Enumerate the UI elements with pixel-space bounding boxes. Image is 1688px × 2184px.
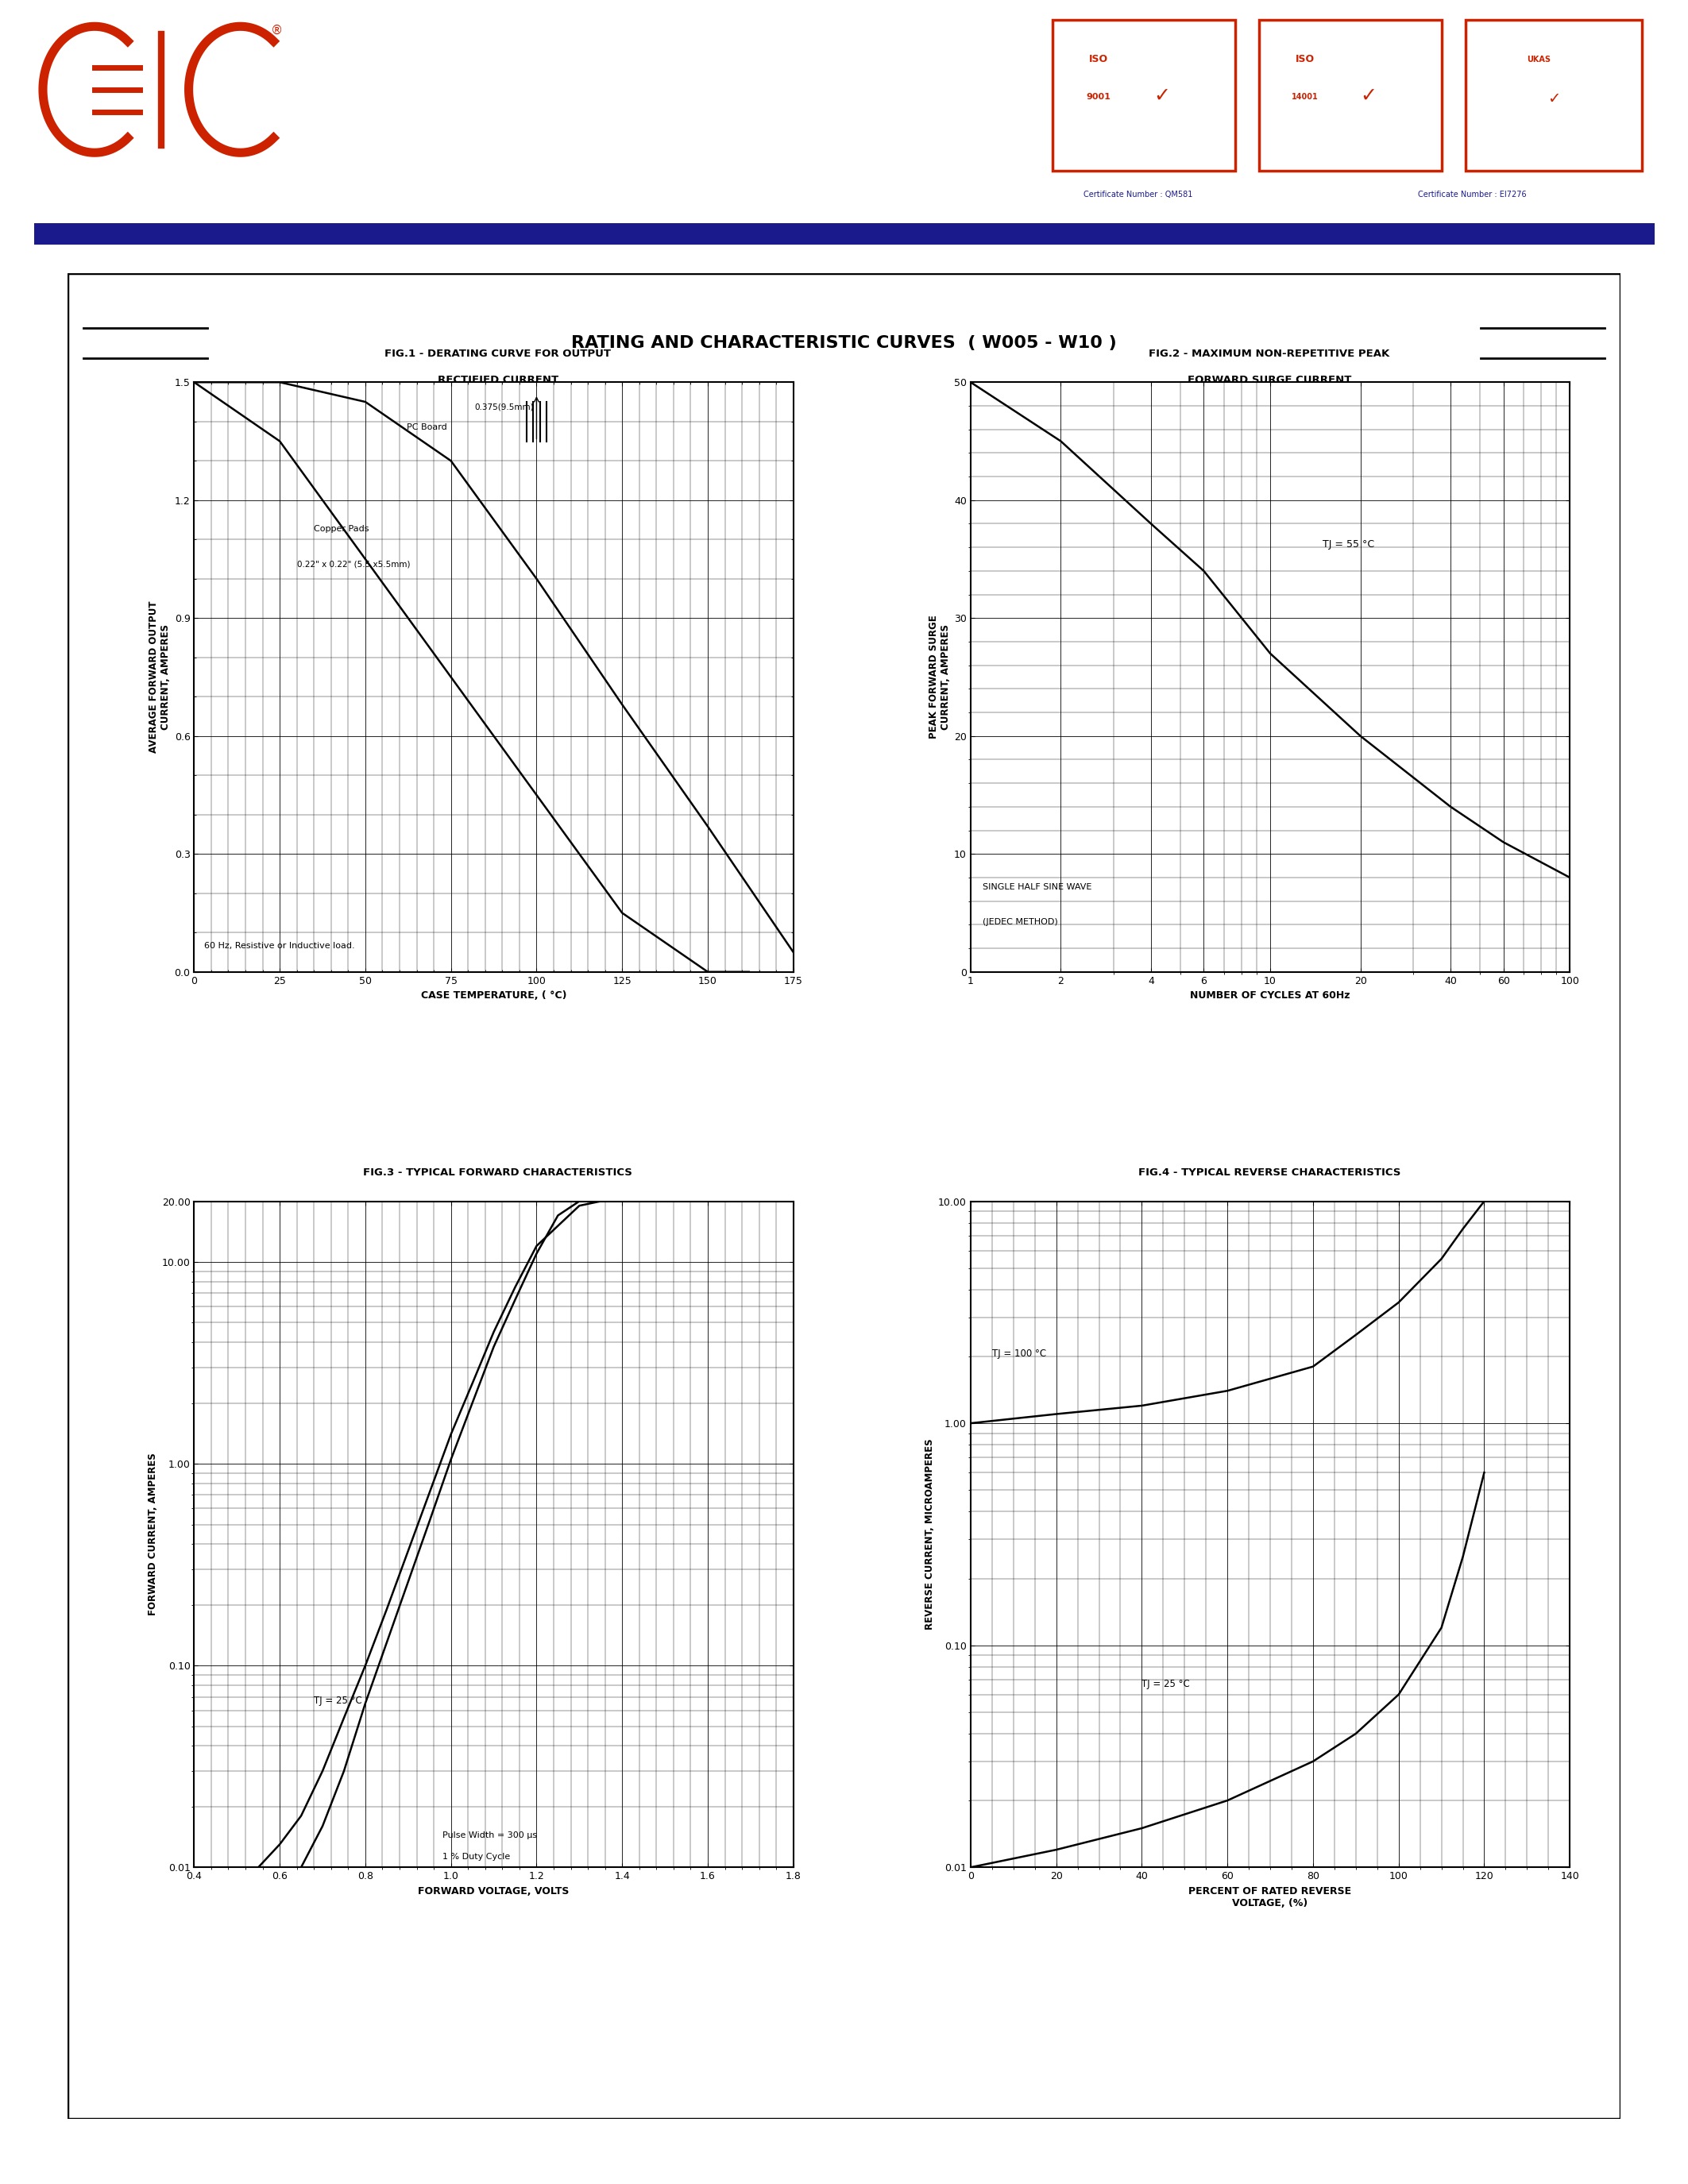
Text: TJ = 55 °C: TJ = 55 °C: [1323, 539, 1374, 550]
Text: ISO: ISO: [1295, 55, 1315, 63]
Text: RECTIFIED CURRENT: RECTIFIED CURRENT: [437, 376, 559, 384]
X-axis label: FORWARD VOLTAGE, VOLTS: FORWARD VOLTAGE, VOLTS: [419, 1887, 569, 1896]
Text: ✓: ✓: [1361, 85, 1377, 105]
Text: FIG.3 - TYPICAL FORWARD CHARACTERISTICS: FIG.3 - TYPICAL FORWARD CHARACTERISTICS: [363, 1168, 633, 1177]
Text: 1 % Duty Cycle: 1 % Duty Cycle: [442, 1852, 510, 1861]
Text: TJ = 100 °C: TJ = 100 °C: [993, 1348, 1047, 1358]
Text: 14001: 14001: [1291, 94, 1318, 100]
Y-axis label: FORWARD CURRENT, AMPERES: FORWARD CURRENT, AMPERES: [149, 1452, 159, 1616]
Text: SINGLE HALF SINE WAVE: SINGLE HALF SINE WAVE: [982, 882, 1092, 891]
X-axis label: NUMBER OF CYCLES AT 60Hz: NUMBER OF CYCLES AT 60Hz: [1190, 992, 1350, 1000]
Text: Copper Pads: Copper Pads: [314, 524, 370, 533]
Text: 9001: 9001: [1085, 94, 1111, 100]
Text: Certificate Number : EI7276: Certificate Number : EI7276: [1418, 190, 1526, 199]
Y-axis label: REVERSE CURRENT, MICROAMPERES: REVERSE CURRENT, MICROAMPERES: [925, 1439, 935, 1629]
X-axis label: PERCENT OF RATED REVERSE
VOLTAGE, (%): PERCENT OF RATED REVERSE VOLTAGE, (%): [1188, 1887, 1352, 1909]
Text: TJ = 25 °C: TJ = 25 °C: [314, 1695, 363, 1706]
Y-axis label: AVERAGE FORWARD OUTPUT
CURRENT, AMPERES: AVERAGE FORWARD OUTPUT CURRENT, AMPERES: [149, 601, 170, 753]
Text: RATING AND CHARACTERISTIC CURVES  ( W005 - W10 ): RATING AND CHARACTERISTIC CURVES ( W005 …: [571, 334, 1117, 352]
Text: PC Board: PC Board: [407, 424, 447, 430]
Text: Pulse Width = 300 μs: Pulse Width = 300 μs: [442, 1832, 537, 1839]
Bar: [1259, 20, 1442, 170]
Text: FIG.2 - MAXIMUM NON-REPETITIVE PEAK: FIG.2 - MAXIMUM NON-REPETITIVE PEAK: [1150, 349, 1389, 358]
Text: FORWARD SURGE CURRENT: FORWARD SURGE CURRENT: [1187, 376, 1352, 384]
X-axis label: CASE TEMPERATURE, ( °C): CASE TEMPERATURE, ( °C): [420, 992, 567, 1000]
Text: FIG.1 - DERATING CURVE FOR OUTPUT: FIG.1 - DERATING CURVE FOR OUTPUT: [385, 349, 611, 358]
Text: ✓: ✓: [1153, 85, 1170, 105]
Bar: [1465, 20, 1642, 170]
Text: FIG.4 - TYPICAL REVERSE CHARACTERISTICS: FIG.4 - TYPICAL REVERSE CHARACTERISTICS: [1138, 1168, 1401, 1177]
Text: ✓: ✓: [1548, 92, 1560, 107]
Text: 60 Hz, Resistive or Inductive load.: 60 Hz, Resistive or Inductive load.: [204, 941, 354, 950]
Text: ®: ®: [270, 24, 284, 37]
Text: 0.375(9.5mm): 0.375(9.5mm): [474, 404, 533, 411]
Text: Certificate Number : QM581: Certificate Number : QM581: [1084, 190, 1192, 199]
Text: (JEDEC METHOD): (JEDEC METHOD): [982, 917, 1058, 926]
Text: UKAS: UKAS: [1528, 55, 1551, 63]
Text: TJ = 25 °C: TJ = 25 °C: [1141, 1679, 1190, 1688]
Text: ISO: ISO: [1089, 55, 1107, 63]
Text: 0.22" x 0.22" (5.5 x5.5mm): 0.22" x 0.22" (5.5 x5.5mm): [297, 561, 410, 568]
Y-axis label: PEAK FORWARD SURGE
CURRENT, AMPERES: PEAK FORWARD SURGE CURRENT, AMPERES: [928, 616, 950, 738]
Bar: [1053, 20, 1236, 170]
